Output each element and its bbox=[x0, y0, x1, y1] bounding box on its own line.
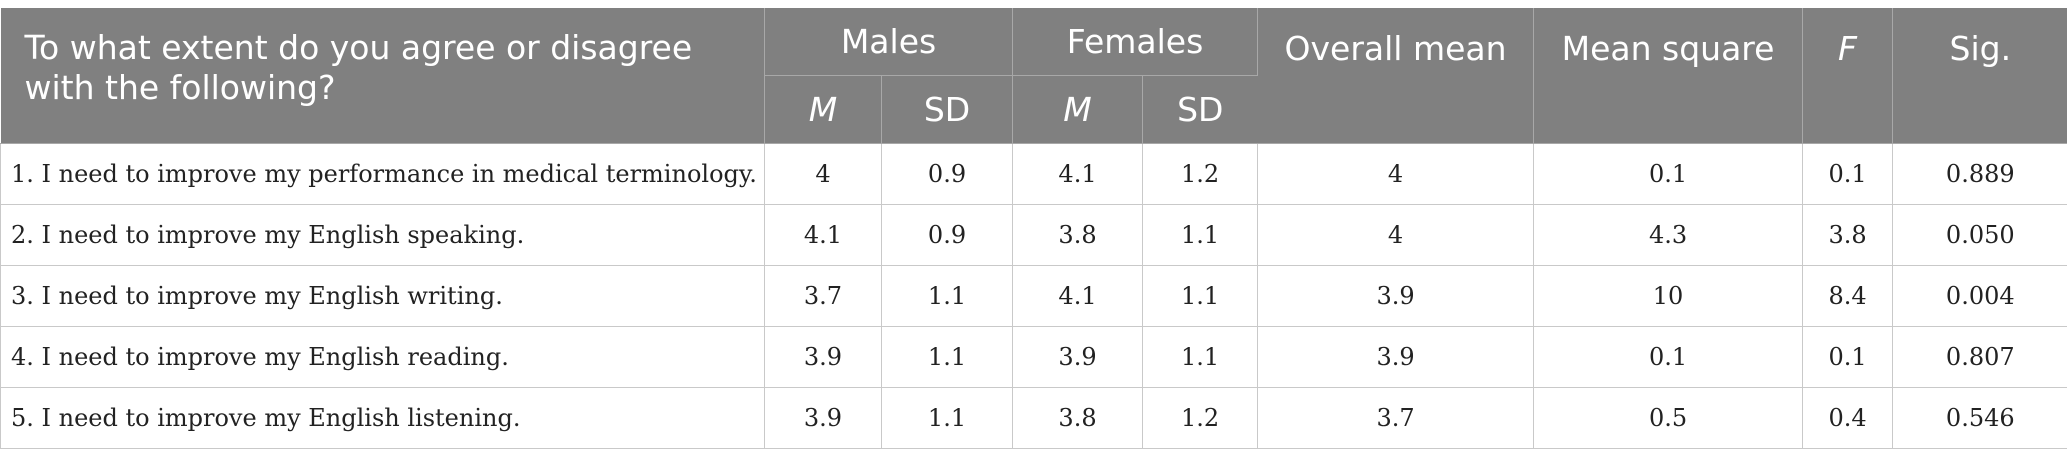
sig-cell: 0.546 bbox=[1892, 387, 2067, 449]
mean-square-header: Mean square bbox=[1533, 8, 1804, 144]
mean-square-cell: 4.3 bbox=[1533, 204, 1804, 266]
question-header: To what extent do you agree or disagree … bbox=[0, 8, 765, 144]
females-sd-header: SD bbox=[1142, 75, 1258, 144]
male-sd-cell: 0.9 bbox=[881, 204, 1014, 266]
overall-mean-cell: 3.9 bbox=[1257, 326, 1535, 388]
overall-mean-cell: 4 bbox=[1257, 143, 1535, 205]
male-mean-cell: 3.9 bbox=[764, 387, 882, 449]
females-header: Females bbox=[1012, 8, 1259, 76]
f-cell: 8.4 bbox=[1802, 265, 1894, 327]
female-sd-cell: 1.1 bbox=[1142, 326, 1259, 388]
item-cell: 2. I need to improve my English speaking… bbox=[0, 204, 765, 266]
male-mean-cell: 4 bbox=[764, 143, 882, 205]
item-cell: 1. I need to improve my performance in m… bbox=[0, 143, 765, 205]
f-header: F bbox=[1802, 8, 1894, 144]
overall-mean-cell: 3.7 bbox=[1257, 387, 1535, 449]
female-sd-cell: 1.1 bbox=[1142, 265, 1259, 327]
mean-square-cell: 0.1 bbox=[1533, 326, 1804, 388]
f-cell: 0.1 bbox=[1802, 326, 1894, 388]
item-cell: 4. I need to improve my English reading. bbox=[0, 326, 765, 388]
item-cell: 3. I need to improve my English writing. bbox=[0, 265, 765, 327]
sig-cell: 0.004 bbox=[1892, 265, 2067, 327]
mean-square-cell: 0.1 bbox=[1533, 143, 1804, 205]
table-row: 3. I need to improve my English writing.… bbox=[0, 265, 2067, 327]
overall-mean-header: Overall mean bbox=[1257, 8, 1535, 144]
mean-square-cell: 0.5 bbox=[1533, 387, 1804, 449]
overall-mean-cell: 4 bbox=[1257, 204, 1535, 266]
f-cell: 3.8 bbox=[1802, 204, 1894, 266]
table-row: 1. I need to improve my performance in m… bbox=[0, 143, 2067, 205]
results-table: To what extent do you agree or disagree … bbox=[0, 8, 2067, 449]
males-sd-header: SD bbox=[881, 75, 1014, 144]
overall-mean-cell: 3.9 bbox=[1257, 265, 1535, 327]
header-row-top: To what extent do you agree or disagree … bbox=[0, 8, 2067, 144]
female-mean-cell: 3.8 bbox=[1012, 204, 1144, 266]
sig-header: Sig. bbox=[1892, 8, 2067, 144]
table-header: To what extent do you agree or disagree … bbox=[0, 8, 2067, 144]
table-body: 1. I need to improve my performance in m… bbox=[0, 143, 2067, 449]
females-m-header: M bbox=[1012, 75, 1144, 144]
header-row-sub: M SD M SD bbox=[1, 75, 2067, 144]
sig-cell: 0.889 bbox=[1892, 143, 2067, 205]
sig-cell: 0.050 bbox=[1892, 204, 2067, 266]
female-sd-cell: 1.2 bbox=[1142, 143, 1259, 205]
female-mean-cell: 4.1 bbox=[1012, 265, 1144, 327]
males-header: Males bbox=[764, 8, 1014, 76]
female-mean-cell: 3.8 bbox=[1012, 387, 1144, 449]
male-sd-cell: 1.1 bbox=[881, 326, 1014, 388]
female-mean-cell: 4.1 bbox=[1012, 143, 1144, 205]
males-m-header: M bbox=[764, 75, 882, 144]
mean-square-cell: 10 bbox=[1533, 265, 1804, 327]
female-mean-cell: 3.9 bbox=[1012, 326, 1144, 388]
table-row: 4. I need to improve my English reading.… bbox=[0, 326, 2067, 388]
f-cell: 0.4 bbox=[1802, 387, 1894, 449]
female-sd-cell: 1.1 bbox=[1142, 204, 1259, 266]
male-mean-cell: 3.9 bbox=[764, 326, 882, 388]
sig-cell: 0.807 bbox=[1892, 326, 2067, 388]
table-row: 5. I need to improve my English listenin… bbox=[0, 387, 2067, 449]
male-mean-cell: 4.1 bbox=[764, 204, 882, 266]
item-cell: 5. I need to improve my English listenin… bbox=[0, 387, 765, 449]
male-sd-cell: 0.9 bbox=[881, 143, 1014, 205]
table-row: 2. I need to improve my English speaking… bbox=[0, 204, 2067, 266]
male-sd-cell: 1.1 bbox=[881, 265, 1014, 327]
f-cell: 0.1 bbox=[1802, 143, 1894, 205]
male-mean-cell: 3.7 bbox=[764, 265, 882, 327]
female-sd-cell: 1.2 bbox=[1142, 387, 1259, 449]
male-sd-cell: 1.1 bbox=[881, 387, 1014, 449]
